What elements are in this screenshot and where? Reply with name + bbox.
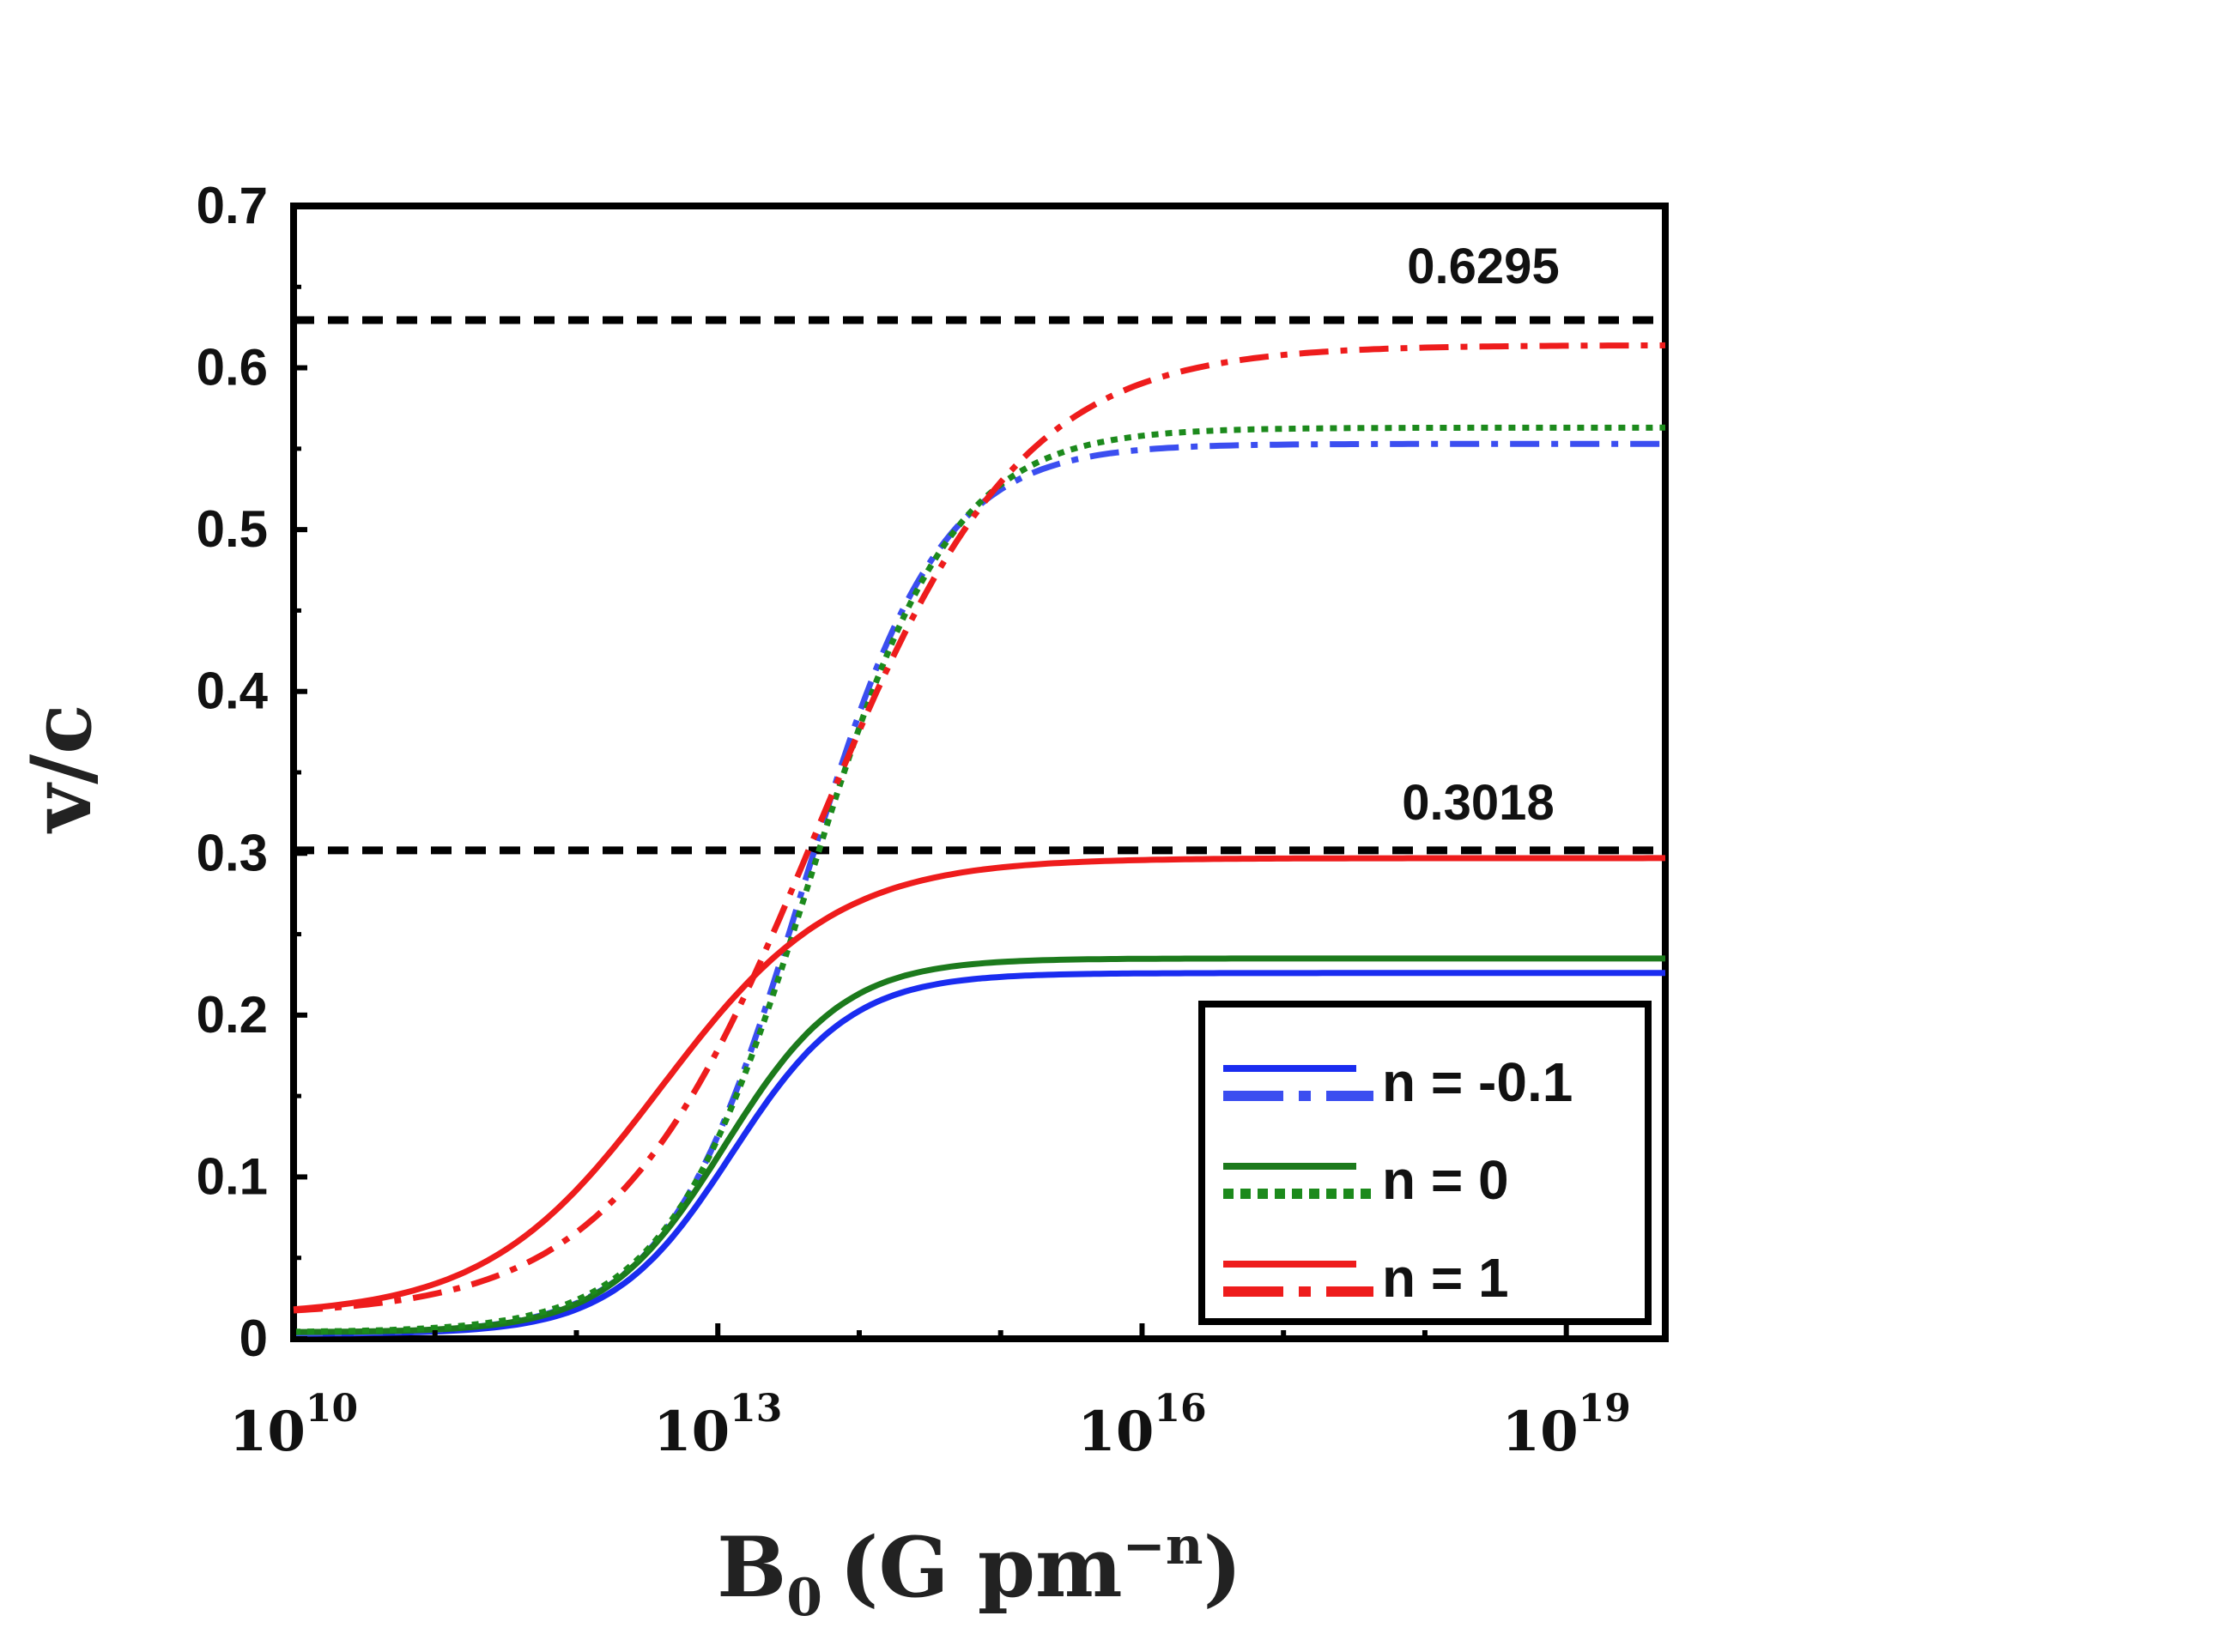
- y-tick-label: 0.3: [197, 824, 268, 881]
- x-tick-base: 10: [1502, 1400, 1579, 1464]
- x-tick-label: 1010: [229, 1387, 358, 1464]
- y-tick-label: 0.6: [197, 339, 268, 396]
- y-tick-label: 0.1: [197, 1147, 268, 1205]
- y-tick-label: 0.4: [197, 663, 269, 720]
- series-line: [293, 342, 1666, 1314]
- x-tick-base: 10: [1077, 1400, 1154, 1464]
- x-tick-exp: 10: [306, 1387, 358, 1431]
- x-tick-label: 1013: [653, 1387, 782, 1464]
- legend-label: n = -0.1: [1382, 1051, 1573, 1113]
- y-axis: 0 0.1 0.2 0.3 0.4 0.5 0.6 0.7: [197, 177, 307, 1367]
- legend-label: n = 1: [1382, 1247, 1509, 1309]
- ref-label-lower: 0.3018: [1402, 775, 1554, 831]
- y-axis-title: v/c: [13, 704, 110, 833]
- y-tick-label: 0: [239, 1310, 268, 1367]
- x-tick-base: 10: [229, 1400, 306, 1464]
- series-line: [293, 855, 1665, 1313]
- y-tick-label: 0.7: [197, 177, 268, 234]
- legend-entries: n = -0.1 n = 0 n = 1: [1223, 1051, 1573, 1309]
- x-axis-title-close: ): [1203, 1519, 1241, 1616]
- series-layer: [293, 342, 1666, 1337]
- legend: n = -0.1 n = 0 n = 1: [1198, 1001, 1652, 1325]
- x-tick-label: 1016: [1077, 1387, 1206, 1464]
- x-tick-base: 10: [653, 1400, 730, 1464]
- x-axis: 1010 1013 1016 1019: [229, 1323, 1631, 1464]
- x-tick-exp: 16: [1154, 1387, 1206, 1431]
- y-tick-label: 0.5: [197, 500, 268, 558]
- series-line: [293, 440, 1665, 1337]
- legend-label: n = 0: [1382, 1149, 1509, 1211]
- x-axis-title-sup: −n: [1123, 1516, 1203, 1576]
- series-line: [294, 424, 1665, 1335]
- series-line: [293, 955, 1665, 1335]
- series-line: [294, 970, 1665, 1337]
- ref-label-upper: 0.6295: [1407, 239, 1559, 294]
- x-tick-label: 1019: [1502, 1387, 1631, 1464]
- x-tick-exp: 19: [1579, 1387, 1631, 1431]
- x-axis-title: B0 (G pm−n): [717, 1516, 1242, 1628]
- x-axis-title-unit: (G pm: [840, 1519, 1123, 1616]
- y-tick-label: 0.2: [197, 986, 268, 1044]
- x-tick-exp: 13: [730, 1387, 782, 1431]
- x-axis-title-sub: 0: [786, 1568, 822, 1628]
- x-axis-title-base: B: [717, 1519, 786, 1616]
- reference-lines: [294, 316, 1665, 855]
